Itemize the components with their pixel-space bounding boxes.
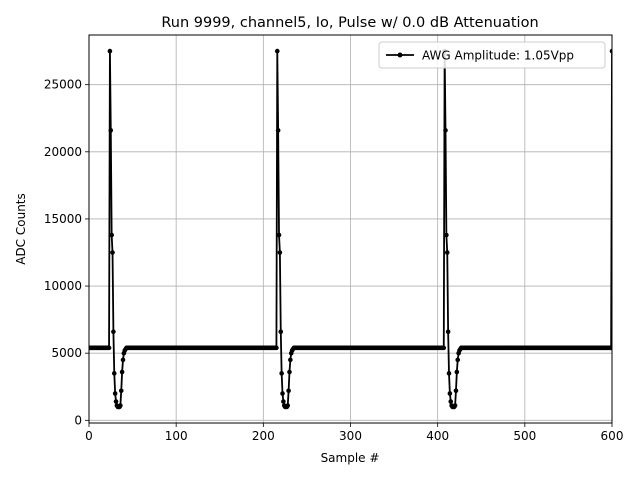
data-point <box>119 369 125 375</box>
data-point <box>279 371 284 376</box>
data-point <box>118 388 124 394</box>
legend-label: AWG Amplitude: 1.05Vpp <box>422 49 574 63</box>
data-point <box>288 357 293 363</box>
y-tick-label: 20000 <box>44 145 82 159</box>
data-point <box>108 128 114 133</box>
x-tick-label: 600 <box>601 429 624 443</box>
data-point <box>110 250 115 255</box>
data-point <box>281 399 286 404</box>
data-point <box>112 391 118 396</box>
data-point <box>113 399 119 404</box>
y-tick-label: 5000 <box>51 346 82 360</box>
x-tick-label: 200 <box>252 429 275 443</box>
x-axis-ticks: 0 100 200 300 400 500 600 <box>85 423 623 443</box>
x-tick-label: 300 <box>339 429 362 443</box>
x-axis-label: Sample # <box>321 451 380 465</box>
legend-box <box>378 41 606 69</box>
data-point <box>106 345 112 351</box>
data-point <box>453 388 459 394</box>
data-point <box>278 329 284 335</box>
y-tick-label: 15000 <box>44 212 82 226</box>
data-point <box>275 128 281 133</box>
data-point <box>111 329 116 335</box>
data-point <box>286 388 291 394</box>
grid <box>88 35 613 423</box>
data-point <box>445 329 451 335</box>
data-point <box>280 391 285 396</box>
legend-marker-swatch <box>397 52 403 58</box>
y-axis-label: ADC Counts <box>14 193 28 265</box>
data-point <box>452 403 458 408</box>
data-point <box>447 391 453 396</box>
series-layer <box>89 48 612 410</box>
legend: AWG Amplitude: 1.05Vpp <box>378 41 606 69</box>
y-tick-label: 25000 <box>44 78 82 92</box>
y-tick-label: 10000 <box>44 279 82 293</box>
series-group <box>89 48 612 410</box>
data-point <box>118 403 123 408</box>
chart-title: Run 9999, channel5, Io, Pulse w/ 0.0 dB … <box>161 15 538 31</box>
data-point <box>448 399 454 404</box>
x-tick-label: 400 <box>426 429 449 443</box>
data-point <box>444 250 450 255</box>
data-point <box>441 345 447 351</box>
data-point <box>609 48 612 54</box>
data-point <box>443 128 448 133</box>
data-point <box>454 369 460 375</box>
x-tick-label: 0 <box>85 429 93 443</box>
data-point <box>120 357 126 363</box>
x-tick-label: 500 <box>513 429 536 443</box>
data-point <box>455 357 461 363</box>
data-point <box>285 403 291 408</box>
data-point <box>287 369 292 375</box>
data-point <box>444 232 449 238</box>
data-point <box>277 250 283 255</box>
data-point <box>111 371 117 376</box>
y-tick-label: 0 <box>74 413 82 427</box>
data-point <box>274 345 279 351</box>
y-axis-ticks: 0 5000 10000 15000 20000 25000 <box>44 78 89 427</box>
data-point <box>107 48 113 54</box>
data-point <box>274 48 280 54</box>
x-tick-label: 100 <box>165 429 188 443</box>
data-point <box>446 371 452 376</box>
data-point <box>276 232 282 238</box>
data-point <box>608 345 612 351</box>
data-point <box>109 232 114 238</box>
